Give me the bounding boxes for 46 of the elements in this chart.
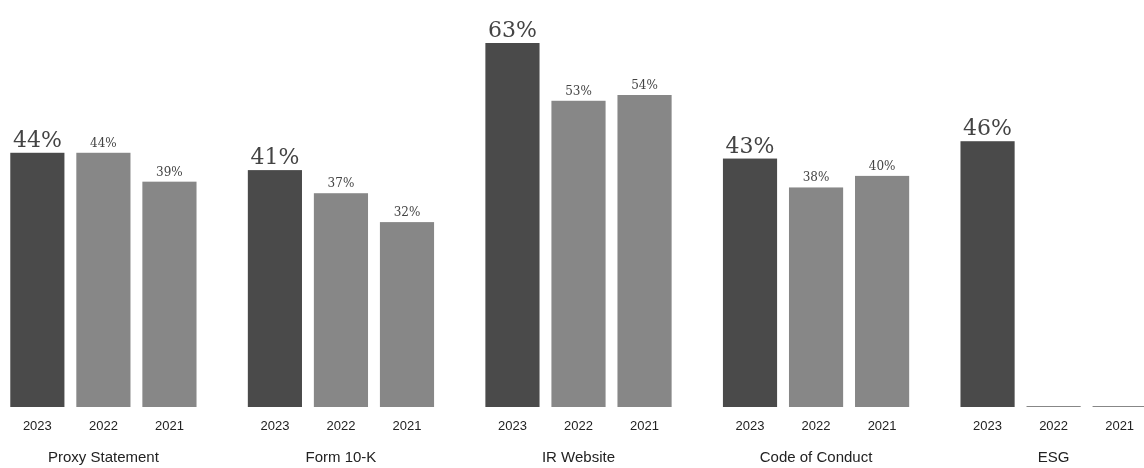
data-label: 38% xyxy=(802,170,830,185)
data-label: 43% xyxy=(725,132,775,158)
bar xyxy=(142,181,197,407)
data-label: 44% xyxy=(12,126,62,152)
bar xyxy=(617,95,672,407)
bar xyxy=(10,152,65,407)
data-label: 54% xyxy=(631,78,658,92)
text: 2023 xyxy=(498,418,527,433)
data-label: 32% xyxy=(393,205,421,220)
bar xyxy=(247,170,302,407)
bar xyxy=(722,158,778,407)
bar xyxy=(379,222,435,407)
text: 2022 xyxy=(326,418,356,433)
text: 2023 xyxy=(260,418,290,433)
series-label: 2023 xyxy=(22,418,52,433)
x-tick-label: ESG xyxy=(1037,448,1070,465)
data-label: 40% xyxy=(868,158,896,173)
text: 2023 xyxy=(735,418,765,433)
bar xyxy=(551,100,606,407)
text: 2021 xyxy=(392,418,422,433)
bar xyxy=(485,43,540,407)
text: 2022 xyxy=(801,418,831,433)
data-label: 63% xyxy=(488,17,537,42)
data-label: 37% xyxy=(327,176,355,191)
bar xyxy=(788,187,844,407)
series-label: 2022 xyxy=(88,418,118,433)
x-tick-label: Code of Conduct xyxy=(759,448,874,465)
text: 2021 xyxy=(1105,418,1135,433)
data-label: 53% xyxy=(565,83,592,98)
data-label: 39% xyxy=(156,164,183,179)
bar xyxy=(855,175,910,407)
series-label: 2021 xyxy=(154,418,184,433)
data-label: 41% xyxy=(250,144,300,170)
text: 2022 xyxy=(564,418,593,433)
text: 2023 xyxy=(973,418,1003,433)
x-tick-label: IR Website xyxy=(541,448,616,465)
text: 2021 xyxy=(867,418,897,433)
bar xyxy=(960,141,1015,407)
x-tick-label: Form 10-K xyxy=(305,448,377,465)
bar xyxy=(76,152,131,407)
text: 2022 xyxy=(1039,418,1069,433)
text: 2021 xyxy=(630,418,659,433)
x-tick-label: Proxy Statement xyxy=(47,448,160,465)
data-label: 44% xyxy=(90,135,117,150)
bar xyxy=(313,193,369,407)
data-label: 46% xyxy=(963,115,1013,141)
